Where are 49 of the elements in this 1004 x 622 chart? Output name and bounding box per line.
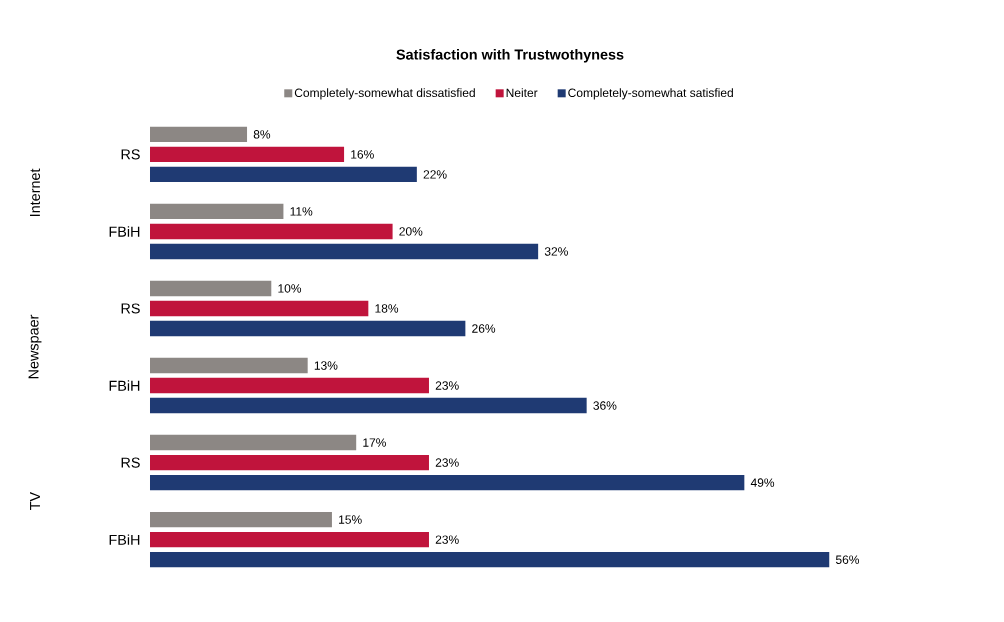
- bar: [150, 300, 369, 317]
- data-label: 49%: [750, 478, 775, 487]
- y-tick-label: FBiH: [109, 226, 140, 237]
- text: Newspaer: [28, 314, 42, 379]
- legend-label: Completely-somewhat dissatisfied: [294, 88, 475, 100]
- data-label: 22%: [423, 170, 447, 179]
- data-label: 13%: [314, 361, 338, 370]
- data-label: 23%: [435, 535, 459, 544]
- data-label: 16%: [351, 150, 374, 159]
- bar: [150, 357, 308, 374]
- legend-label: Completely-somewhat satisfied: [568, 88, 733, 100]
- bar: [150, 551, 830, 568]
- bar: [150, 126, 248, 143]
- bar: [150, 146, 345, 163]
- bar: [150, 166, 417, 183]
- legend-label: Neiter: [506, 88, 538, 98]
- data-label: 36%: [593, 401, 617, 410]
- bar: [150, 223, 393, 240]
- data-label: 11%: [290, 207, 313, 216]
- data-label: 23%: [435, 458, 459, 467]
- data-label: 8%: [253, 130, 271, 139]
- y-tick-label: RS: [121, 303, 140, 314]
- data-label: 15%: [339, 515, 362, 524]
- bar: [150, 280, 272, 297]
- data-label: 18%: [375, 304, 399, 313]
- data-label: 32%: [544, 247, 568, 256]
- bar: [150, 454, 429, 471]
- chart-title: Satisfaction with Trustwothyness: [396, 49, 624, 63]
- data-label: 26%: [472, 324, 496, 333]
- bar: [150, 474, 745, 491]
- text: Internet: [29, 168, 41, 216]
- bar: [150, 377, 429, 394]
- y-tick-label: RS: [121, 457, 140, 468]
- data-label: 17%: [363, 438, 386, 447]
- bar: [150, 434, 357, 451]
- bar: [150, 320, 466, 337]
- y-tick-label: FBiH: [109, 534, 140, 545]
- bar: [150, 243, 539, 260]
- y-tick-label: FBiH: [109, 380, 140, 391]
- data-label: 10%: [278, 284, 302, 293]
- data-label: 20%: [399, 227, 423, 236]
- bar: [150, 203, 284, 220]
- data-label: 23%: [435, 381, 459, 390]
- bar: [150, 511, 332, 528]
- bar: [150, 531, 429, 548]
- y-tick-label: RS: [121, 149, 140, 160]
- data-label: 56%: [835, 555, 860, 564]
- text: TV: [30, 491, 40, 510]
- bar: [150, 397, 587, 414]
